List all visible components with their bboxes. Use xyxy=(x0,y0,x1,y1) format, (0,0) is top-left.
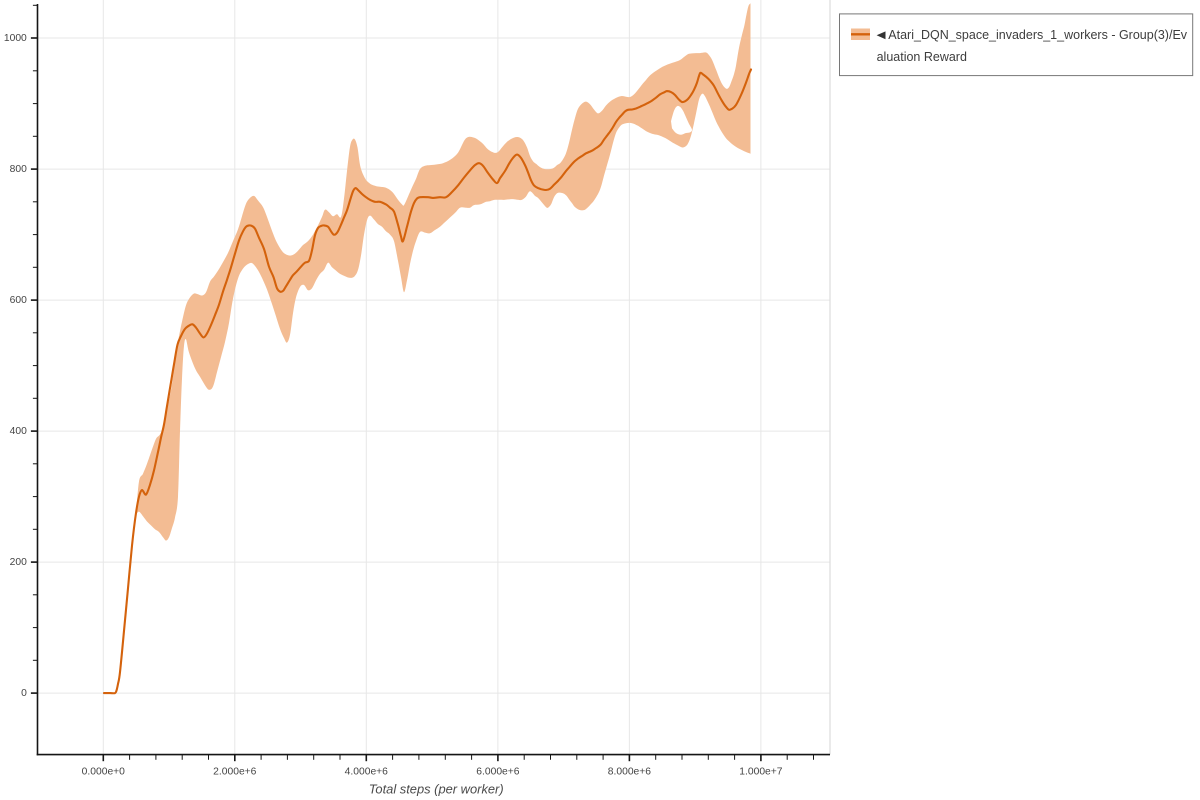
svg-text:2.000e+6: 2.000e+6 xyxy=(213,767,257,778)
svg-text:1000: 1000 xyxy=(4,33,27,44)
svg-text:4.000e+6: 4.000e+6 xyxy=(345,767,389,778)
svg-text:600: 600 xyxy=(10,295,27,306)
svg-text:0: 0 xyxy=(21,688,27,699)
svg-text:400: 400 xyxy=(10,426,27,437)
svg-text:Atari_DQN_space_invaders_1_wor: Atari_DQN_space_invaders_1_workers - Gro… xyxy=(888,28,1187,42)
svg-text:1.000e+7: 1.000e+7 xyxy=(739,767,783,778)
svg-text:Total steps (per worker): Total steps (per worker) xyxy=(369,782,504,797)
svg-text:800: 800 xyxy=(10,164,27,175)
svg-text:0.000e+0: 0.000e+0 xyxy=(82,767,126,778)
svg-text:200: 200 xyxy=(10,557,27,568)
svg-text:6.000e+6: 6.000e+6 xyxy=(476,767,520,778)
svg-text:aluation Reward: aluation Reward xyxy=(877,50,967,64)
svg-text:8.000e+6: 8.000e+6 xyxy=(608,767,652,778)
